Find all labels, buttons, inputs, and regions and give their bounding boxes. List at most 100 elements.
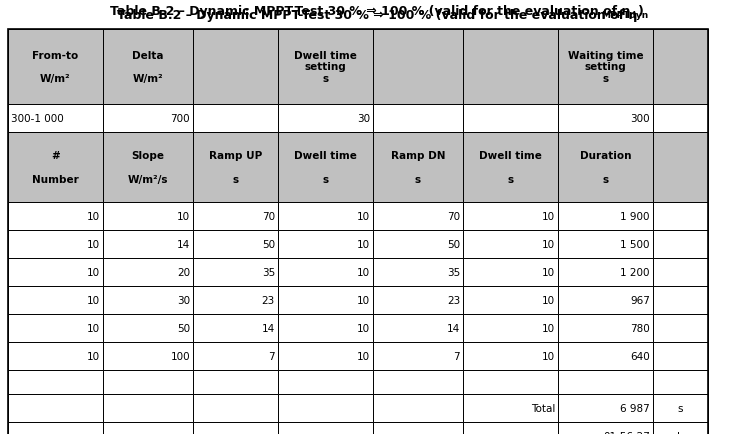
Text: Delta

W/m²: Delta W/m² [132,51,164,84]
Bar [558,230,653,258]
Text: 23: 23 [262,295,275,305]
Bar [278,203,373,230]
Text: 70: 70 [262,211,275,221]
Bar [373,203,463,230]
Text: MPPTdyn: MPPTdyn [601,11,648,20]
Bar [558,394,653,422]
Bar [278,133,373,203]
Bar [463,30,558,105]
Text: 10: 10 [357,211,370,221]
Text: 10: 10 [542,267,555,277]
Text: Ramp DN

s: Ramp DN s [391,151,446,184]
Bar [8,370,103,394]
Bar [103,258,193,286]
Text: #

Number: # Number [32,151,79,184]
Bar [193,30,278,105]
Text: h: h [677,431,684,434]
Text: 10: 10 [87,240,100,250]
Text: 1 900: 1 900 [621,211,650,221]
Text: 7: 7 [268,351,275,361]
Bar [193,422,278,434]
Text: 6 987: 6 987 [621,403,650,413]
Bar [373,230,463,258]
Bar [558,314,653,342]
Bar [278,314,373,342]
Text: 10: 10 [357,295,370,305]
Bar [278,286,373,314]
Bar [8,422,103,434]
Bar [558,105,653,133]
Bar [278,30,373,105]
Bar [653,30,708,105]
Text: 30: 30 [177,295,190,305]
Bar [653,342,708,370]
Text: 7: 7 [453,351,460,361]
Bar [8,105,103,133]
Bar [653,370,708,394]
Bar [558,30,653,105]
Bar [8,286,103,314]
Bar [8,203,103,230]
Text: Ramp UP

s: Ramp UP s [209,151,262,184]
Text: 10: 10 [542,351,555,361]
Bar [193,258,278,286]
Text: Table B.2 – Dynamic MPPT-Test 30 % ⇒ 100 % (valid for the evaluation of η: Table B.2 – Dynamic MPPT-Test 30 % ⇒ 100… [110,5,630,18]
Text: Dwell time
setting
s: Dwell time setting s [294,51,357,84]
Bar [463,394,558,422]
Text: 50: 50 [447,240,460,250]
Bar [8,230,103,258]
Bar [103,394,193,422]
Bar [373,394,463,422]
Bar [373,422,463,434]
Bar [373,370,463,394]
Bar [103,133,193,203]
Bar [373,133,463,203]
Bar [653,133,708,203]
Text: 10: 10 [357,267,370,277]
Bar [373,314,463,342]
Bar [278,370,373,394]
Bar [653,314,708,342]
Text: s: s [678,403,683,413]
Text: 10: 10 [87,351,100,361]
Bar [463,342,558,370]
Text: Table B.2 – Dynamic MPPT-Test 30 % ⇒ 100 % (valid for the evaluation of η: Table B.2 – Dynamic MPPT-Test 30 % ⇒ 100… [117,9,637,21]
Bar [463,203,558,230]
Text: 35: 35 [262,267,275,277]
Bar [373,30,463,105]
Text: 10: 10 [177,211,190,221]
Text: 780: 780 [630,323,650,333]
Text: 10: 10 [542,323,555,333]
Bar [558,258,653,286]
Bar [193,203,278,230]
Bar [373,258,463,286]
Bar [463,314,558,342]
Text: 300-1 000: 300-1 000 [11,114,64,124]
Bar [278,258,373,286]
Text: 10: 10 [542,295,555,305]
Text: 1 500: 1 500 [621,240,650,250]
Text: 640: 640 [630,351,650,361]
Text: 50: 50 [262,240,275,250]
Text: Slope

W/m²/s: Slope W/m²/s [127,151,168,184]
Text: 10: 10 [357,351,370,361]
Bar [103,342,193,370]
Text: From-to

W/m²: From-to W/m² [32,51,78,84]
Bar [103,314,193,342]
Bar [463,230,558,258]
Text: 1 200: 1 200 [621,267,650,277]
Text: 70: 70 [447,211,460,221]
Bar [8,314,103,342]
Text: 14: 14 [176,240,190,250]
Bar [278,105,373,133]
Bar [278,342,373,370]
Text: 10: 10 [87,211,100,221]
Bar [558,286,653,314]
Bar [558,342,653,370]
Bar [8,394,103,422]
Text: Dwell time

s: Dwell time s [479,151,542,184]
Bar [463,422,558,434]
Text: 30: 30 [357,114,370,124]
Text: 700: 700 [170,114,190,124]
Bar [193,286,278,314]
